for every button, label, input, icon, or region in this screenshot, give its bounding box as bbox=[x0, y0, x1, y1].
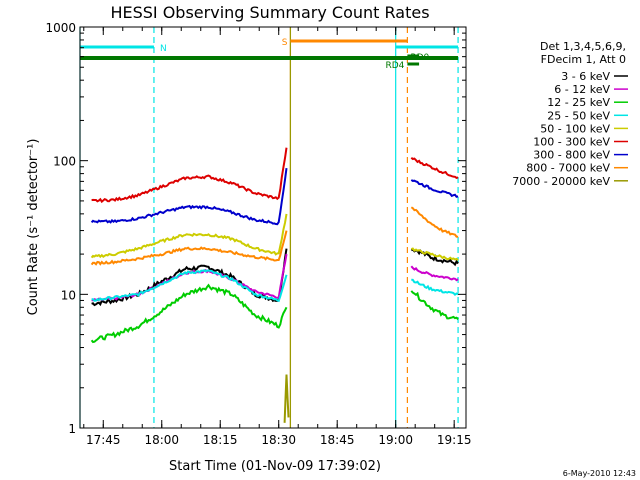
state-bar-label-0: N bbox=[160, 44, 167, 54]
x-tick-label-6: 19:15 bbox=[437, 433, 472, 447]
x-tick-label-3: 18:30 bbox=[261, 433, 296, 447]
state-bars: N S RD0 RD4 bbox=[80, 38, 459, 71]
legend-label-8: 7000 - 20000 keV bbox=[512, 175, 610, 188]
series-line-300-800-kev-0 bbox=[90, 167, 288, 226]
legend: Det 1,3,4,5,6,9,FDecim 1, Att 0 3 - 6 keV… bbox=[512, 40, 628, 188]
axes: 17:45 18:00 18:15 18:30 18:45 19:00 19:15 1 10 10… bbox=[45, 21, 471, 447]
series-line-100-300-kev-0 bbox=[91, 147, 288, 204]
series-line-50-100-kev-1 bbox=[410, 247, 459, 261]
series-line-3-6-kev-1 bbox=[410, 248, 459, 267]
series-line-50-100-kev-0 bbox=[90, 213, 288, 259]
y-tick-label-3: 1000 bbox=[45, 21, 76, 35]
footer-timestamp: 6-May-2010 12:43 bbox=[563, 469, 636, 478]
legend-label-7: 800 - 7000 keV bbox=[526, 162, 610, 175]
series-line-12-25-kev-0 bbox=[90, 283, 288, 344]
legend-label-1: 6 - 12 keV bbox=[554, 83, 610, 96]
x-tick-label-1: 18:00 bbox=[144, 433, 179, 447]
series-line-100-300-kev-1 bbox=[410, 156, 459, 180]
x-tick-label-2: 18:15 bbox=[203, 433, 238, 447]
y-tick-label-0: 1 bbox=[68, 422, 76, 436]
x-tick-label-5: 19:00 bbox=[378, 433, 413, 447]
chart-title: HESSI Observing Summary Count Rates bbox=[110, 3, 429, 22]
legend-header-0: Det 1,3,4,5,6,9, bbox=[540, 40, 626, 53]
series-line-25-50-kev-0 bbox=[91, 269, 288, 303]
legend-label-2: 12 - 25 keV bbox=[547, 96, 610, 109]
state-bar-label-1: S bbox=[282, 38, 288, 48]
legend-label-4: 50 - 100 keV bbox=[540, 122, 610, 135]
legend-header-1: FDecim 1, Att 0 bbox=[541, 53, 626, 66]
state-bar-label-3: RD0 bbox=[410, 53, 429, 63]
vertical-markers bbox=[79, 27, 459, 428]
legend-label-3: 25 - 50 keV bbox=[547, 109, 610, 122]
legend-label-6: 300 - 800 keV bbox=[533, 149, 610, 162]
state-bar-label-4: RD4 bbox=[385, 61, 404, 71]
plot-frame bbox=[79, 26, 467, 429]
y-axis-label: Count Rate (s⁻¹ detector⁻¹) bbox=[26, 139, 41, 316]
y-tick-label-1: 10 bbox=[61, 288, 76, 302]
series-line-300-800-kev-1 bbox=[410, 179, 459, 198]
series-line-7000-20000-kev-0 bbox=[283, 374, 290, 423]
legend-label-0: 3 - 6 keV bbox=[561, 70, 610, 83]
series-line-12-25-kev-1 bbox=[410, 290, 459, 321]
x-tick-label-4: 18:45 bbox=[320, 433, 355, 447]
series-line-800-7000-kev-0 bbox=[90, 230, 288, 266]
legend-label-5: 100 - 300 keV bbox=[533, 136, 610, 149]
x-tick-label-0: 17:45 bbox=[86, 433, 121, 447]
series-lines bbox=[90, 147, 459, 423]
y-tick-label-2: 100 bbox=[53, 155, 76, 169]
x-axis-label: Start Time (01-Nov-09 17:39:02) bbox=[169, 459, 381, 474]
series-line-25-50-kev-1 bbox=[411, 278, 459, 297]
series-line-800-7000-kev-1 bbox=[410, 206, 459, 238]
series-line-6-12-kev-1 bbox=[410, 265, 459, 282]
